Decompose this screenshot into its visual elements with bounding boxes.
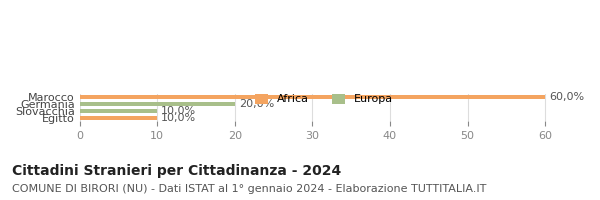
Bar [80,116,157,120]
Legend: Africa, Europa: Africa, Europa [251,89,397,109]
Text: Cittadini Stranieri per Cittadinanza - 2024: Cittadini Stranieri per Cittadinanza - 2… [12,164,341,178]
Text: 60,0%: 60,0% [549,92,584,102]
Text: 10,0%: 10,0% [161,106,196,116]
Bar [80,102,235,106]
Text: COMUNE DI BIRORI (NU) - Dati ISTAT al 1° gennaio 2024 - Elaborazione TUTTITALIA.: COMUNE DI BIRORI (NU) - Dati ISTAT al 1°… [12,184,487,194]
Bar [80,109,157,113]
Bar [80,95,545,99]
Text: 10,0%: 10,0% [161,113,196,123]
Text: 20,0%: 20,0% [239,99,274,109]
